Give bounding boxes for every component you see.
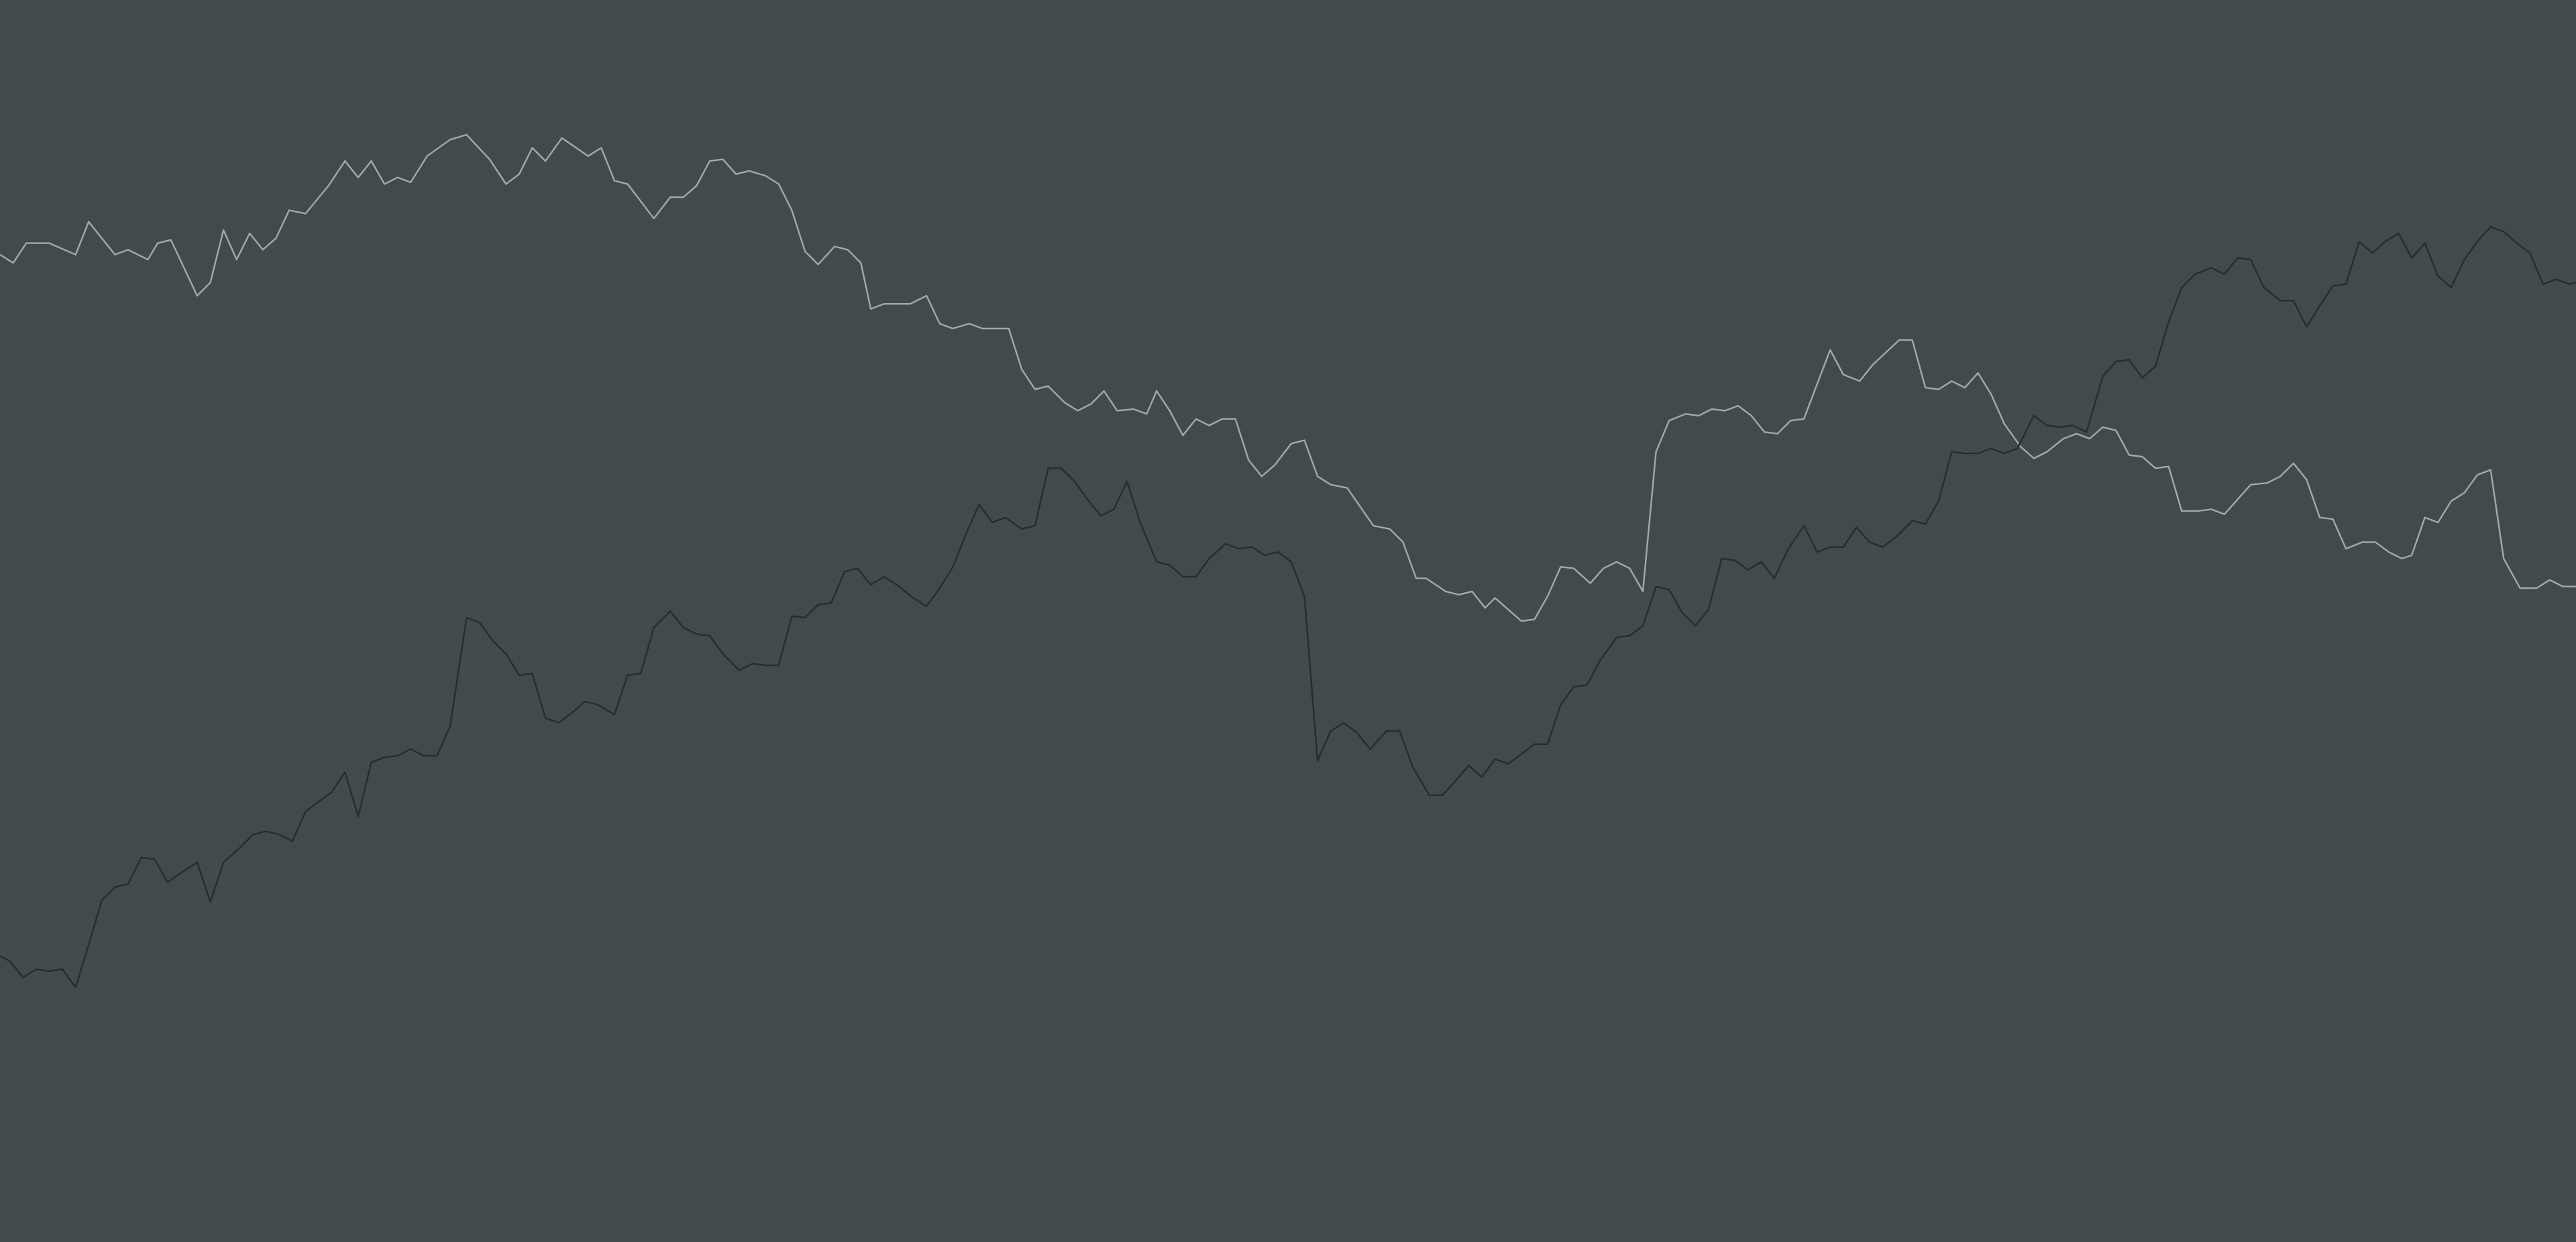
line xyxy=(0,225,2576,989)
line xyxy=(0,133,2576,622)
